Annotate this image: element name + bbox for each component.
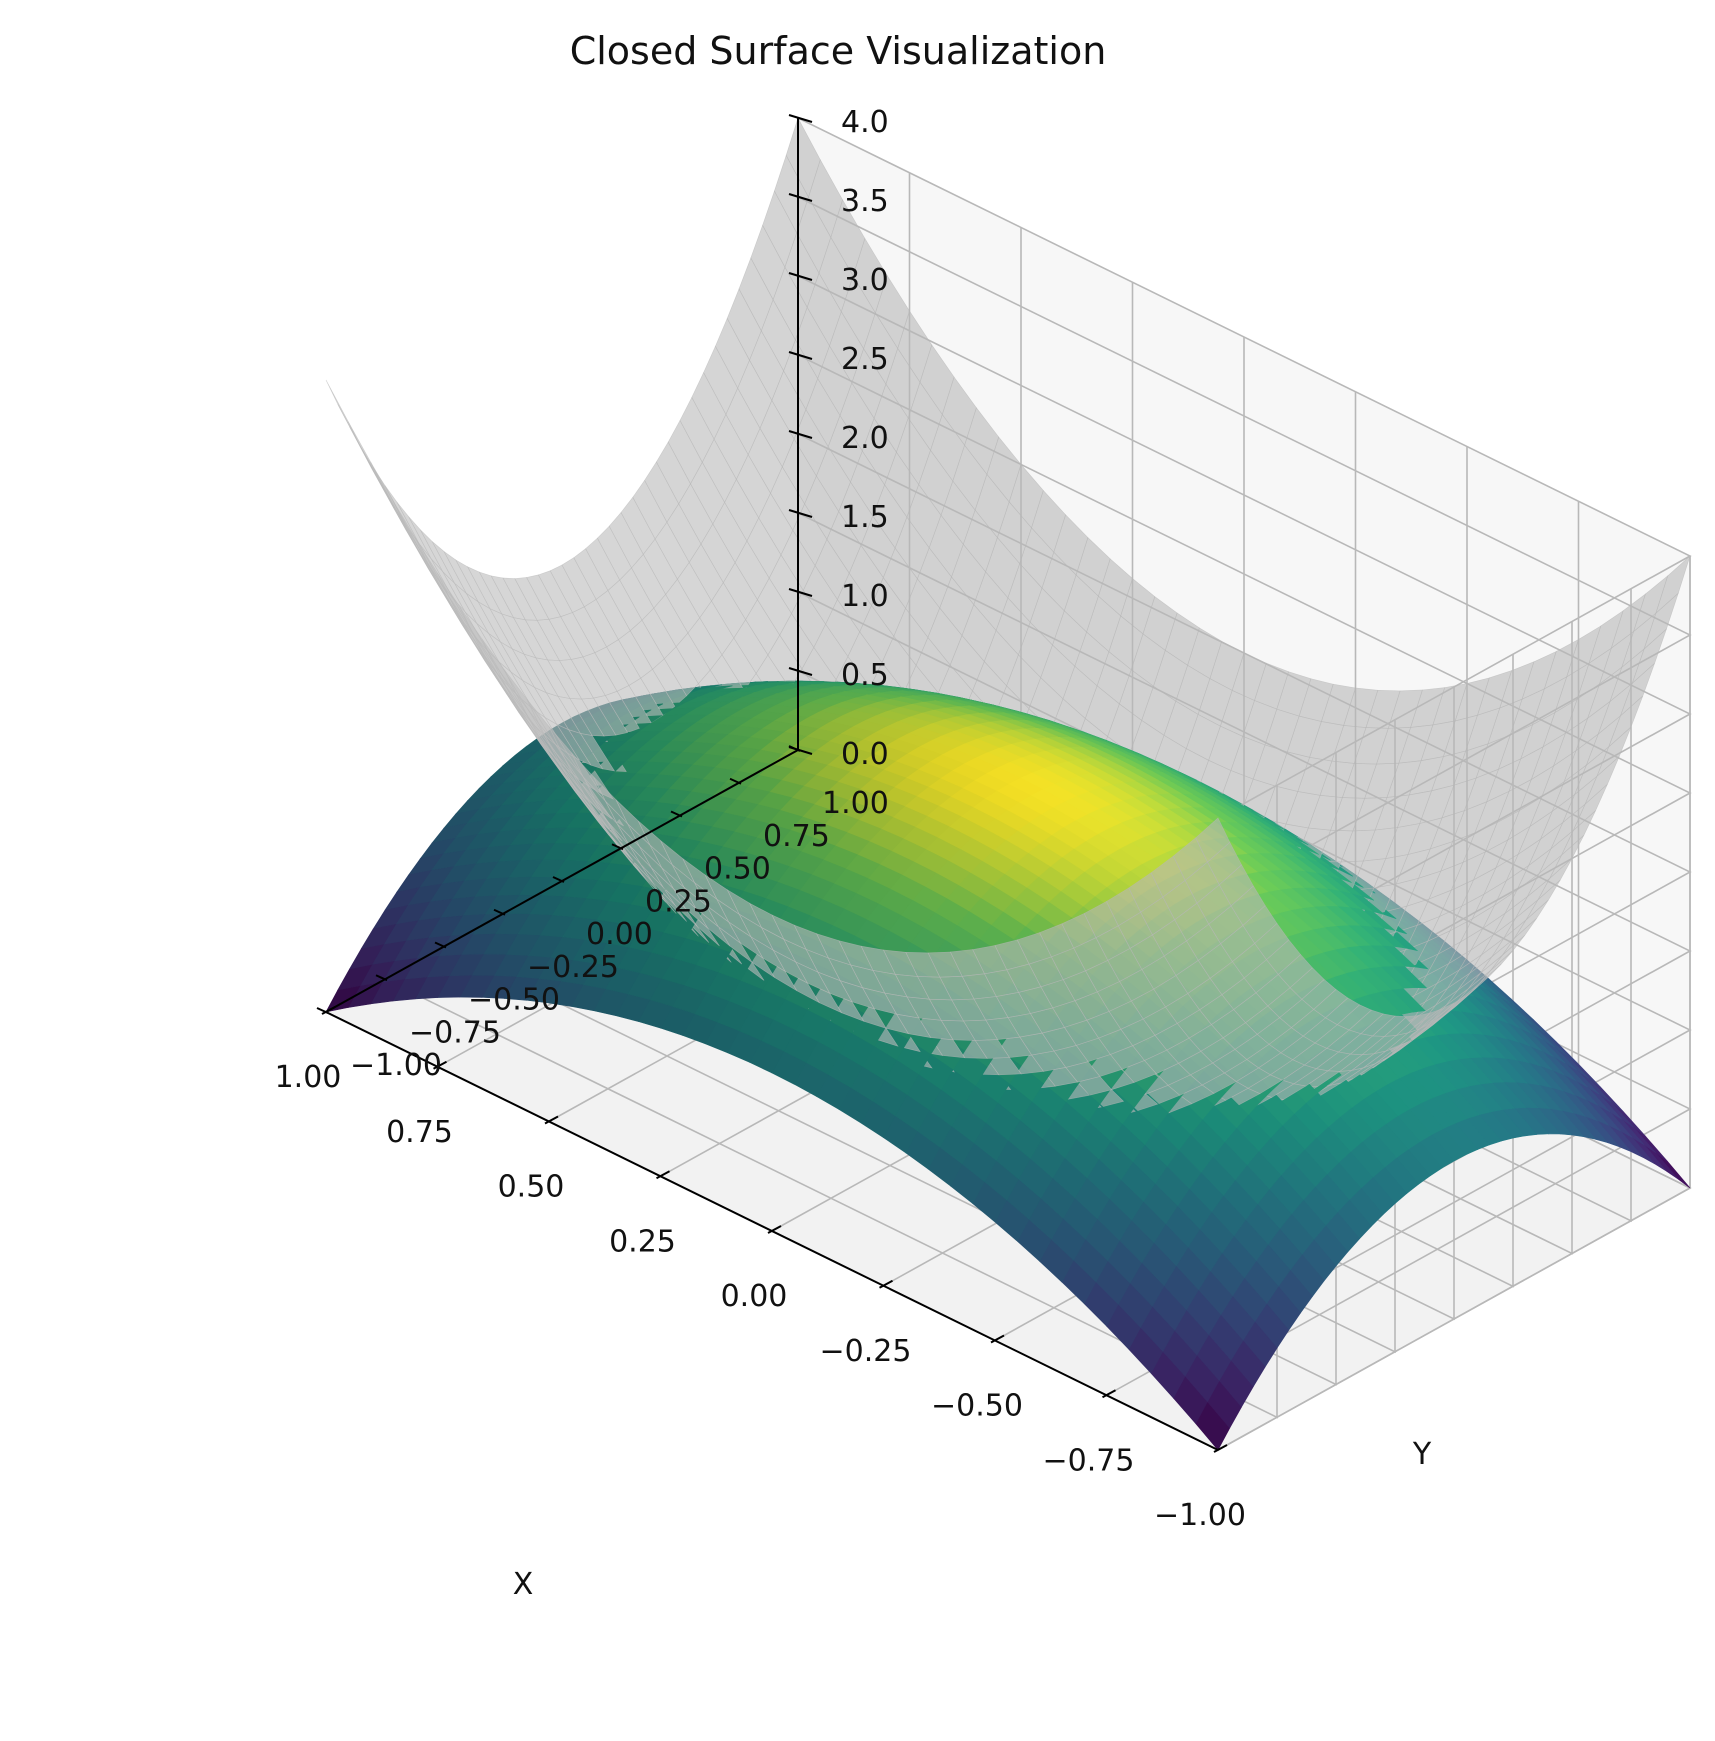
z-tick-mark [788, 588, 813, 597]
x-tick-mark [544, 1115, 559, 1125]
lower-bowl-facet [1195, 817, 1231, 863]
surfaces [325, 117, 1691, 1451]
x-tick-mark [990, 1334, 1005, 1344]
y-tick-label: 1.00 [822, 786, 889, 821]
x-tick-mark [1102, 1389, 1116, 1399]
y-tick-label: 0.75 [763, 819, 830, 854]
y-tick-mark [493, 908, 506, 916]
x-tick-mark [656, 1170, 670, 1180]
upper-cap-facet [360, 924, 397, 949]
z-tick-mark [788, 193, 813, 202]
x-tick-mark [879, 1279, 893, 1289]
z-tick-label: 1.0 [841, 579, 889, 614]
x-tick-label: −0.25 [820, 1334, 912, 1369]
y-axis-label: Y [1412, 1437, 1432, 1472]
y-tick-label: −0.75 [409, 1015, 501, 1050]
axes: −1.00−0.75−0.50−0.250.000.250.500.751.00… [275, 105, 1246, 1533]
y-tick-mark [729, 777, 742, 785]
x-axis-label: X [513, 1567, 534, 1602]
x-tick-mark [433, 1060, 447, 1070]
z-tick-mark [788, 509, 813, 518]
z-tick-label: 3.0 [841, 263, 889, 298]
z-tick-mark [788, 114, 813, 123]
z-tick-mark [788, 272, 813, 281]
x-tick-label: 0.00 [721, 1279, 788, 1314]
y-tick-label: −1.00 [350, 1048, 442, 1083]
z-tick-label: 0.0 [841, 737, 889, 772]
z-tick-mark [788, 667, 813, 676]
chart-title: Closed Surface Visualization [570, 29, 1107, 73]
x-tick-label: −1.00 [1154, 1498, 1246, 1533]
z-tick-mark [788, 430, 813, 439]
y-tick-mark [434, 941, 447, 949]
y-tick-mark [552, 876, 565, 883]
lower-bowl-facet [325, 379, 361, 447]
lower-bowl-facet [1655, 555, 1691, 615]
y-tick-mark [375, 974, 388, 982]
x-tick-label: 0.75 [386, 1115, 453, 1150]
x-tick-label: 1.00 [275, 1060, 342, 1095]
z-tick-mark [788, 351, 813, 360]
x-tick-label: 0.25 [609, 1224, 676, 1259]
z-tick-label: 2.0 [841, 421, 889, 456]
x-tick-label: −0.75 [1043, 1443, 1135, 1478]
y-tick-label: 0.50 [704, 852, 771, 887]
z-tick-label: 3.5 [841, 184, 889, 219]
y-tick-mark [670, 810, 683, 818]
x-tick-label: −0.50 [931, 1389, 1023, 1424]
z-tick-label: 2.5 [841, 342, 889, 377]
y-tick-label: 0.00 [586, 917, 653, 952]
y-tick-label: 0.25 [645, 884, 712, 919]
z-tick-label: 4.0 [841, 105, 889, 140]
y-tick-mark [611, 843, 624, 851]
z-tick-label: 0.5 [841, 658, 889, 693]
x-tick-mark [1213, 1444, 1228, 1453]
y-tick-mark [316, 1007, 329, 1014]
x-tick-mark [321, 1006, 336, 1015]
y-tick-label: −0.50 [468, 983, 560, 1018]
x-tick-mark [767, 1225, 782, 1234]
x-tick-label: 0.50 [498, 1170, 565, 1205]
z-tick-mark [788, 746, 813, 755]
z-tick-label: 1.5 [841, 500, 889, 535]
y-tick-label: −0.25 [527, 950, 619, 985]
